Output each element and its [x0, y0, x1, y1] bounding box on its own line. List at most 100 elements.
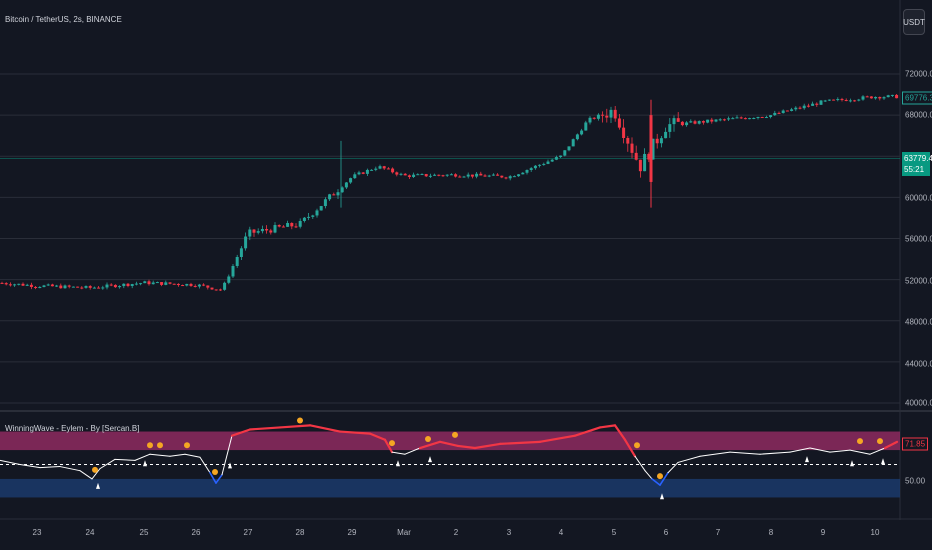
candle — [97, 287, 101, 289]
signal-marker-icon — [212, 468, 218, 475]
buy-arrow-icon — [396, 460, 400, 467]
symbol-header[interactable]: Bitcoin / TetherUS, 2s, BINANCE — [5, 15, 122, 24]
candle — [151, 282, 155, 285]
candle — [134, 283, 138, 285]
candle — [848, 100, 852, 102]
candle — [185, 283, 189, 286]
candle — [693, 121, 697, 124]
candle — [596, 114, 600, 119]
candle — [357, 172, 361, 175]
candle — [118, 286, 122, 288]
candle — [798, 107, 802, 109]
candle — [445, 174, 449, 176]
candle — [546, 161, 550, 164]
candle — [277, 225, 281, 227]
candle — [42, 285, 46, 288]
candle — [777, 112, 781, 114]
countdown-timer: 55:21 — [904, 165, 925, 174]
oscillator-line-segment — [869, 447, 886, 455]
candle — [76, 286, 80, 288]
oscillator-line-segment — [215, 473, 223, 484]
candle — [550, 159, 554, 162]
candle — [399, 173, 403, 175]
oscillator-line-segment — [677, 455, 701, 463]
buy-arrow-icon — [228, 462, 232, 469]
candle — [361, 172, 365, 174]
candle — [840, 99, 844, 101]
oscillator-line-segment — [248, 426, 282, 431]
candle — [155, 282, 159, 284]
candle — [21, 283, 25, 286]
candle — [269, 230, 273, 233]
candle — [601, 114, 605, 116]
time-tick: 23 — [32, 528, 42, 537]
candle — [483, 175, 487, 177]
oscillator-line-segment — [184, 453, 201, 458]
candle — [878, 96, 882, 99]
candle — [504, 177, 508, 179]
oscillator-line-segment — [199, 456, 211, 474]
oscillator-line-segment — [91, 468, 101, 480]
candle — [38, 287, 42, 289]
candle — [181, 285, 185, 287]
oscillator-line-segment — [789, 447, 811, 453]
price-tick: 40000.00 — [905, 398, 932, 408]
candle — [143, 281, 147, 284]
candle — [819, 100, 823, 105]
candle — [441, 175, 445, 177]
candle — [281, 226, 285, 228]
oscillator-line-segment — [473, 442, 502, 450]
candle — [785, 110, 789, 112]
candle — [554, 157, 558, 160]
candle — [239, 248, 243, 257]
price-tick: 68000.00 — [905, 110, 932, 120]
candle — [869, 96, 873, 99]
candle — [370, 169, 374, 171]
candle — [8, 284, 12, 286]
candle — [701, 121, 705, 123]
candle — [273, 225, 277, 233]
candle — [748, 118, 752, 120]
candle — [25, 284, 29, 286]
candle — [407, 175, 411, 177]
time-tick: 9 — [820, 528, 826, 537]
candle — [386, 168, 390, 170]
signal-marker-icon — [389, 440, 395, 447]
candle — [781, 110, 785, 114]
candle — [437, 174, 441, 176]
candle — [454, 174, 458, 177]
price-tick: 56000.00 — [905, 234, 932, 244]
oscillator-line-segment — [759, 451, 791, 455]
signal-marker-icon — [657, 473, 663, 480]
candle — [571, 139, 575, 147]
oscillator-line-segment — [667, 461, 679, 474]
candle — [815, 103, 819, 105]
buy-arrow-icon — [428, 456, 432, 463]
time-tick: 10 — [870, 528, 880, 537]
candle — [861, 96, 865, 100]
candle — [865, 96, 869, 98]
signal-marker-icon — [452, 431, 458, 438]
signal-marker-icon — [184, 442, 190, 449]
oscillator-line-segment — [573, 426, 602, 437]
oscillator-title[interactable]: WinningWave - Eylem - By [Sercan.B] — [5, 424, 140, 433]
candle — [844, 99, 848, 101]
candle — [231, 265, 235, 277]
candle — [802, 105, 806, 109]
currency-button[interactable]: USDT — [903, 9, 925, 35]
candle — [336, 192, 340, 196]
oscillator-line-segment — [230, 428, 252, 437]
time-tick: 8 — [768, 528, 774, 537]
candle — [676, 118, 680, 122]
candle — [29, 284, 33, 287]
oscillator-line-segment — [79, 470, 93, 480]
candle — [71, 286, 75, 288]
time-tick: 6 — [663, 528, 669, 537]
last-price-value: 63779.47 — [904, 154, 932, 163]
oscillator-line-segment — [391, 451, 406, 455]
candle — [655, 138, 659, 144]
candle — [210, 287, 214, 290]
candle — [59, 285, 63, 289]
candle — [668, 124, 672, 132]
